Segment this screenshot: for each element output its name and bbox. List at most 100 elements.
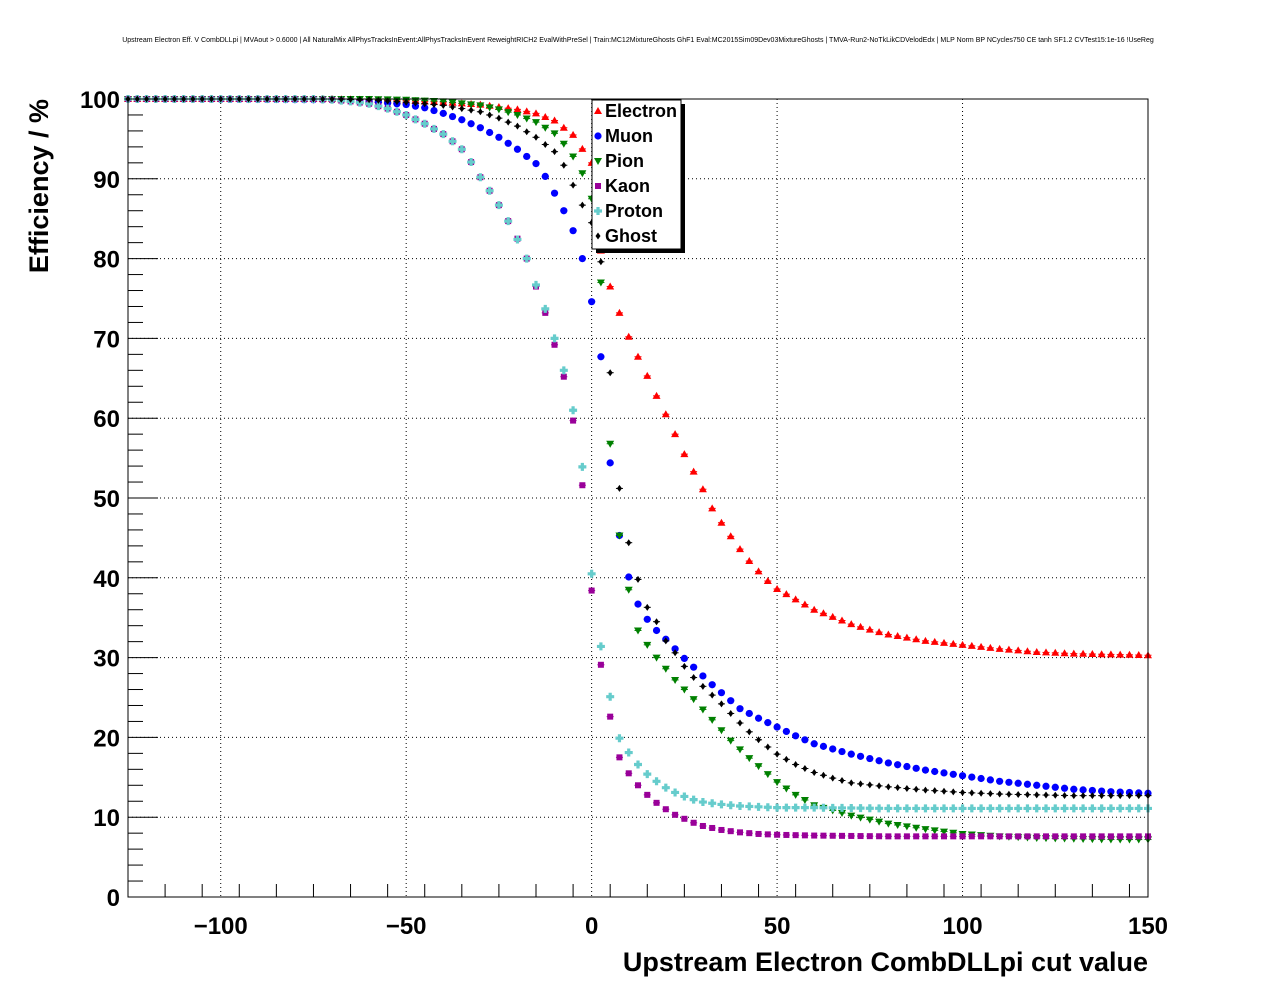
data-point-electron xyxy=(606,282,615,290)
data-point-proton xyxy=(671,788,680,797)
data-point-ghost xyxy=(607,369,613,377)
data-point-kaon xyxy=(978,833,985,840)
data-point-muon xyxy=(801,736,809,744)
data-point-pion xyxy=(856,814,865,822)
data-point-proton xyxy=(773,803,782,812)
data-point-proton xyxy=(838,803,847,812)
data-point-proton xyxy=(689,795,698,804)
data-point-proton xyxy=(1125,804,1134,813)
data-point-proton xyxy=(912,804,921,813)
data-point-muon xyxy=(875,757,883,765)
data-point-pion xyxy=(726,737,735,745)
data-point-kaon xyxy=(876,833,883,840)
data-point-proton xyxy=(569,406,578,415)
data-point-proton xyxy=(457,145,466,154)
data-point-proton xyxy=(411,115,420,124)
data-point-proton xyxy=(374,102,383,111)
data-point-proton xyxy=(1014,804,1023,813)
data-point-muon xyxy=(838,747,846,756)
data-point-pion xyxy=(763,771,772,779)
data-point-ghost xyxy=(1108,792,1114,800)
data-point-muon xyxy=(523,152,531,161)
data-point-muon xyxy=(1005,778,1013,786)
data-point-ghost xyxy=(876,782,882,790)
data-point-kaon xyxy=(857,833,864,840)
data-point-kaon xyxy=(727,828,734,835)
data-point-pion xyxy=(800,797,809,805)
data-point-electron xyxy=(800,600,809,608)
data-point-electron xyxy=(726,532,735,540)
data-point-electron xyxy=(1088,650,1097,658)
data-point-kaon xyxy=(662,806,669,813)
data-point-electron xyxy=(680,450,689,458)
data-point-pion xyxy=(884,820,893,828)
y-tick-label: 40 xyxy=(93,566,120,593)
data-point-muon xyxy=(782,727,790,736)
data-point-proton xyxy=(717,800,726,809)
data-point-ghost xyxy=(616,484,622,492)
data-point-electron xyxy=(1125,650,1134,658)
data-point-muon xyxy=(643,615,651,623)
data-point-ghost xyxy=(1136,792,1142,800)
data-point-electron xyxy=(624,332,633,340)
data-point-muon xyxy=(986,776,994,784)
data-point-ghost xyxy=(533,133,539,141)
data-point-kaon xyxy=(1061,833,1068,840)
data-point-proton xyxy=(541,304,550,313)
data-point-electron xyxy=(754,567,763,575)
data-point-ghost xyxy=(468,106,474,114)
data-point-ghost xyxy=(672,649,678,657)
data-point-ghost xyxy=(681,662,687,670)
data-point-muon xyxy=(421,104,429,112)
data-point-ghost xyxy=(579,201,585,209)
data-point-electron xyxy=(1032,648,1041,656)
data-point-ghost xyxy=(922,786,928,794)
data-point-proton xyxy=(893,804,902,813)
data-point-proton xyxy=(392,107,401,116)
data-point-ghost xyxy=(477,108,483,116)
data-point-ghost xyxy=(904,784,910,792)
data-point-pion xyxy=(476,102,485,110)
data-point-proton xyxy=(532,280,541,289)
data-point-pion xyxy=(457,100,466,108)
data-point-muon xyxy=(745,709,753,718)
data-point-kaon xyxy=(829,832,836,839)
legend-marker-electron xyxy=(594,107,602,114)
data-point-electron xyxy=(1134,651,1143,659)
data-point-ghost xyxy=(960,788,966,796)
data-point-muon xyxy=(597,353,605,361)
data-point-pion xyxy=(485,104,494,112)
legend-marker-pion xyxy=(594,158,602,165)
data-point-kaon xyxy=(764,831,771,838)
data-point-proton xyxy=(661,783,670,792)
data-point-electron xyxy=(763,576,772,584)
data-point-electron xyxy=(810,605,819,613)
series-proton xyxy=(124,95,1152,813)
data-point-electron xyxy=(1079,649,1088,657)
data-point-electron xyxy=(856,622,865,630)
data-point-muon xyxy=(1070,785,1078,793)
data-point-kaon xyxy=(635,782,641,789)
data-point-ghost xyxy=(1015,790,1021,798)
data-point-electron xyxy=(1060,649,1069,657)
data-point-electron xyxy=(550,116,559,124)
data-point-ghost xyxy=(496,114,502,122)
data-point-electron xyxy=(940,638,948,646)
data-point-ghost xyxy=(765,743,771,751)
data-point-kaon xyxy=(987,833,994,840)
data-point-proton xyxy=(810,803,819,812)
data-point-muon xyxy=(690,663,698,671)
data-point-ghost xyxy=(932,787,938,795)
data-point-electron xyxy=(522,107,531,115)
data-point-kaon xyxy=(690,819,697,826)
data-point-ghost xyxy=(524,128,530,136)
data-point-proton xyxy=(1004,804,1013,813)
data-point-proton xyxy=(1060,804,1069,813)
data-point-ghost xyxy=(848,779,854,787)
data-point-kaon xyxy=(996,833,1003,840)
data-point-proton xyxy=(949,804,958,813)
data-point-ghost xyxy=(635,575,641,583)
data-point-electron xyxy=(782,590,791,598)
data-point-proton xyxy=(467,158,476,167)
data-point-pion xyxy=(513,111,522,119)
